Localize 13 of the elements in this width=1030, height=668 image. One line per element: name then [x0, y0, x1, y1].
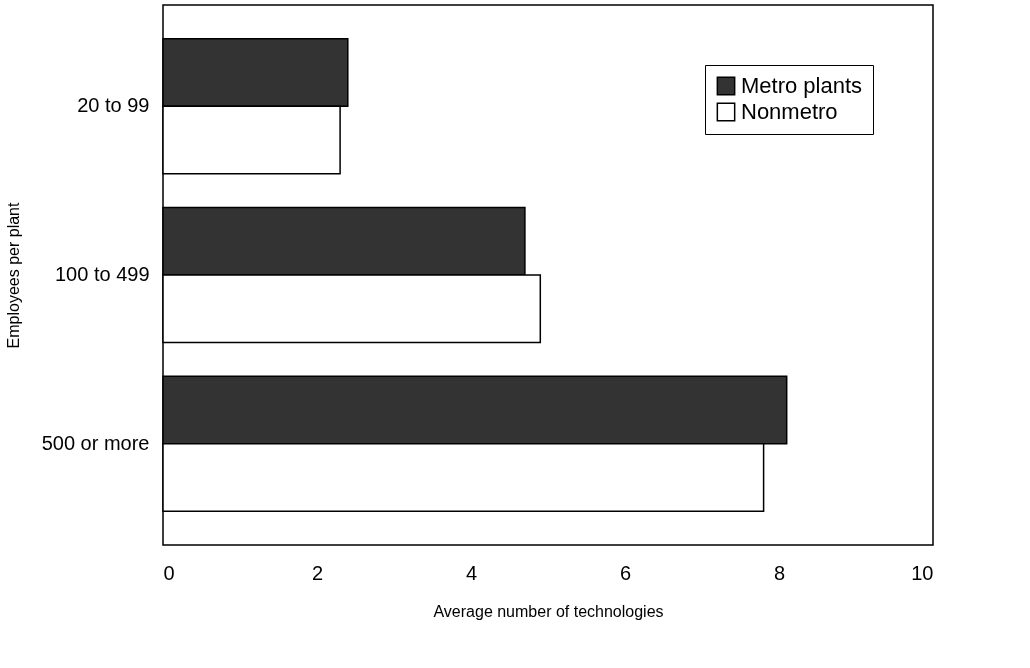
x-tick-label: 4 — [465, 561, 478, 584]
x-tick-label: 2 — [311, 561, 324, 584]
x-tick-label: 6 — [619, 561, 632, 584]
x-axis-title: Average number of technologies — [433, 602, 664, 620]
x-tick-label: 10 — [911, 561, 934, 584]
y-tick-label: 100 to 499 — [54, 263, 150, 285]
legend-label: Metro plants — [741, 73, 863, 98]
legend-label: Nonmetro — [741, 99, 838, 124]
y-axis-title: Employees per plant — [4, 202, 22, 349]
x-tick-label: 0 — [163, 561, 175, 584]
y-tick-label: 20 to 99 — [77, 94, 150, 117]
y-tick-label: 500 or more — [41, 431, 150, 454]
x-tick-label: 8 — [773, 561, 786, 584]
